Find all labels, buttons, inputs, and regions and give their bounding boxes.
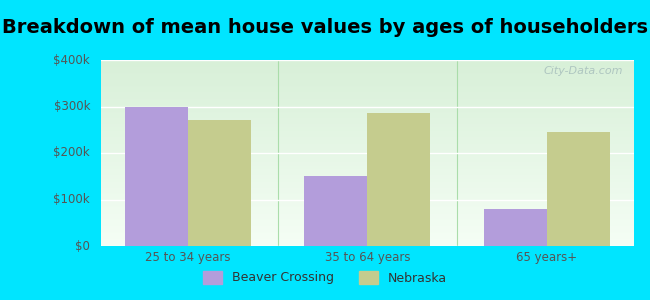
Text: $300k: $300k <box>53 100 90 113</box>
Text: $400k: $400k <box>53 53 90 67</box>
Bar <box>188 120 251 246</box>
Bar <box>367 113 430 246</box>
Bar <box>125 106 188 246</box>
Bar <box>304 176 367 246</box>
Text: $0: $0 <box>75 239 90 253</box>
Text: $100k: $100k <box>53 193 90 206</box>
Text: $200k: $200k <box>53 146 90 160</box>
Legend: Beaver Crossing, Nebraska: Beaver Crossing, Nebraska <box>197 265 453 291</box>
Text: Breakdown of mean house values by ages of householders: Breakdown of mean house values by ages o… <box>2 18 648 37</box>
Bar <box>484 209 547 246</box>
Text: City-Data.com: City-Data.com <box>543 66 623 76</box>
Bar <box>547 132 610 246</box>
